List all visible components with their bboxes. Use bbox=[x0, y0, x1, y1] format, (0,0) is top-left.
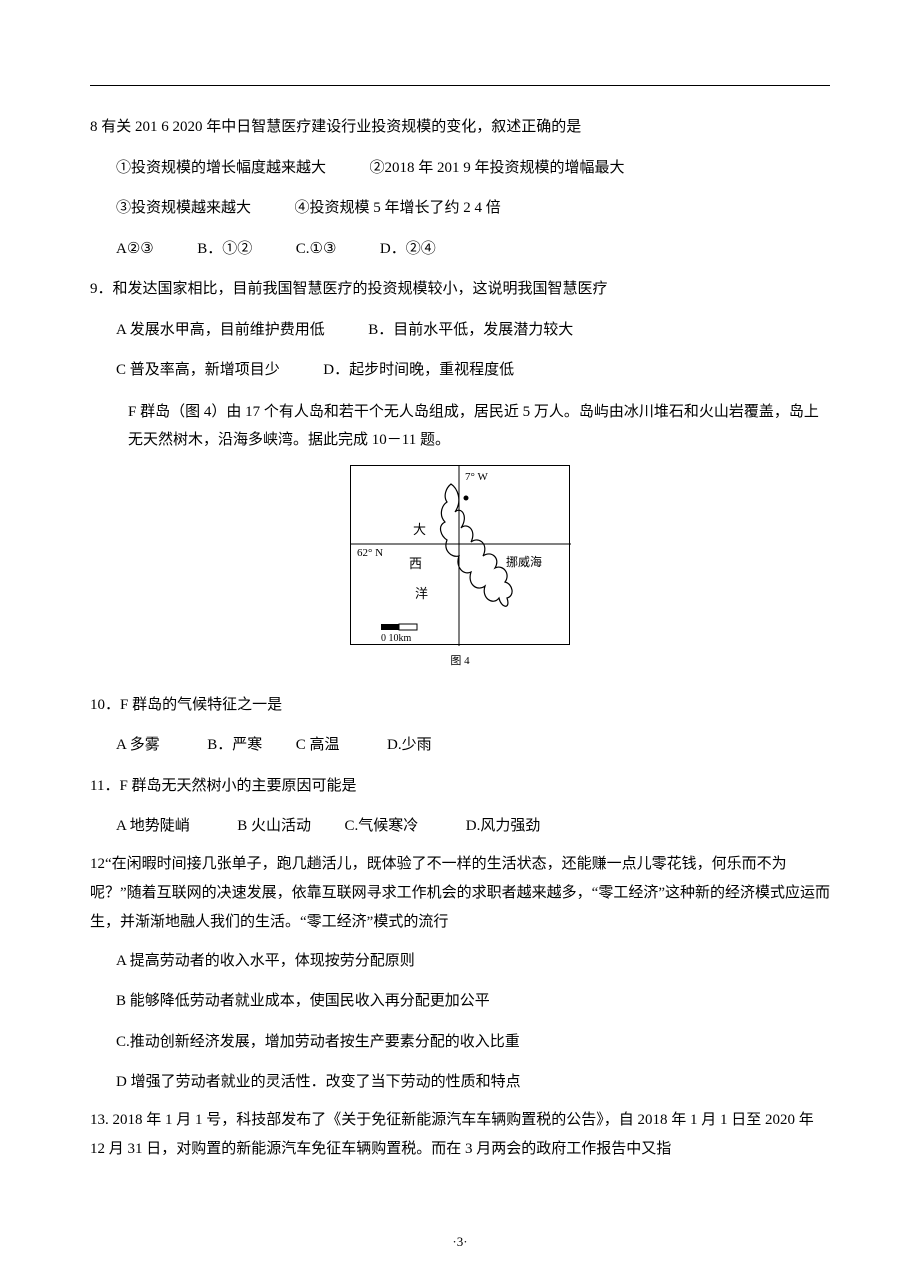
q8-optC: C.①③ bbox=[296, 232, 337, 267]
map-svg: 7° W 62° N 大 西 洋 挪威海 0 10km bbox=[351, 466, 571, 646]
lon-label: 7° W bbox=[465, 471, 488, 483]
q8-optB: B．①② bbox=[197, 232, 252, 267]
q10-stem: 10．F 群岛的气候特征之一是 bbox=[90, 688, 830, 723]
ocean-da: 大 bbox=[413, 522, 426, 537]
header-rule bbox=[90, 85, 830, 86]
q12-stem: 12“在闲暇时间接几张单子，跑几趟活儿，既体验了不一样的生活状态，还能赚一点儿零… bbox=[90, 850, 830, 938]
figure-4-map: 7° W 62° N 大 西 洋 挪威海 0 10km bbox=[350, 465, 570, 645]
sea-label: 挪威海 bbox=[506, 554, 542, 569]
q12-optB: B 能够降低劳动者就业成本，使国民收入再分配更加公平 bbox=[90, 984, 830, 1019]
scale-bar-fill bbox=[381, 624, 399, 630]
q10-optC: C 高温 bbox=[296, 728, 340, 763]
lat-label: 62° N bbox=[357, 547, 383, 559]
ocean-yang: 洋 bbox=[415, 586, 428, 601]
q8-stem: 8 有关 201 6 2020 年中日智慧医疗建设行业投资规模的变化，叙述正确的… bbox=[90, 110, 830, 145]
q8-statements-row2: ③投资规模越来越大 ④投资规模 5 年增长了约 2 4 倍 bbox=[90, 191, 830, 226]
island-outline bbox=[441, 484, 513, 606]
page-number: ·3· bbox=[0, 1234, 920, 1250]
scale-text: 0 10km bbox=[381, 633, 412, 644]
q11-optB: B 火山活动 bbox=[237, 809, 311, 844]
q10-optA: A 多雾 bbox=[116, 728, 160, 763]
q11-stem: 11．F 群岛无天然树小的主要原因可能是 bbox=[90, 769, 830, 804]
q12-optA: A 提高劳动者的收入水平，体现按劳分配原则 bbox=[90, 944, 830, 979]
q11-optC: C.气候寒冷 bbox=[345, 809, 419, 844]
q10-optB: B．严寒 bbox=[207, 728, 262, 763]
q12-optC: C.推动创新经济发展，增加劳动者按生产要素分配的收入比重 bbox=[90, 1025, 830, 1060]
q9-options-row1: A 发展水甲高，目前维护费用低 B．目前水平低，发展潜力较大 bbox=[90, 313, 830, 348]
q11-options: A 地势陡峭 B 火山活动 C.气候寒冷 D.风力强劲 bbox=[90, 809, 830, 844]
q11-optD: D.风力强劲 bbox=[466, 809, 541, 844]
q8-s4: ④投资规模 5 年增长了约 2 4 倍 bbox=[295, 200, 501, 216]
q8-statements-row1: ①投资规模的增长幅度越来越大 ②2018 年 201 9 年投资规模的增幅最大 bbox=[90, 151, 830, 186]
q9-optB: B．目前水平低，发展潜力较大 bbox=[368, 322, 573, 338]
page-content: 8 有关 201 6 2020 年中日智慧医疗建设行业投资规模的变化，叙述正确的… bbox=[90, 85, 830, 1164]
q12-optD: D 增强了劳动者就业的灵活性．改变了当下劳动的性质和特点 bbox=[90, 1065, 830, 1100]
q8-s1: ①投资规模的增长幅度越来越大 bbox=[116, 160, 326, 176]
q8-optD: D．②④ bbox=[380, 232, 436, 267]
q8-options: A②③ B．①② C.①③ D．②④ bbox=[90, 232, 830, 267]
q9-optC: C 普及率高，新增项目少 bbox=[116, 362, 280, 378]
q8-s3: ③投资规模越来越大 bbox=[116, 200, 251, 216]
q10-optD: D.少雨 bbox=[387, 728, 432, 763]
q9-options-row2: C 普及率高，新增项目少 D．起步时间晚，重视程度低 bbox=[90, 353, 830, 388]
ocean-xi: 西 bbox=[409, 556, 422, 571]
figure-4-wrap: 7° W 62° N 大 西 洋 挪威海 0 10km 图 4 bbox=[90, 465, 830, 674]
q8-s2: ②2018 年 201 9 年投资规模的增幅最大 bbox=[370, 160, 625, 176]
q11-optA: A 地势陡峭 bbox=[116, 809, 190, 844]
q8-optA: A②③ bbox=[116, 232, 154, 267]
q9-stem: 9．和发达国家相比，目前我国智慧医疗的投资规模较小，这说明我国智慧医疗 bbox=[90, 272, 830, 307]
q13-stem: 13. 2018 年 1 月 1 号，科技部发布了《关于免征新能源汽车车辆购置税… bbox=[90, 1106, 830, 1165]
q9-optD: D．起步时间晚，重视程度低 bbox=[323, 362, 514, 378]
figure-4-caption: 图 4 bbox=[450, 649, 469, 674]
passage-f-islands: F 群岛（图 4）由 17 个有人岛和若干个无人岛组成，居民近 5 万人。岛屿由… bbox=[90, 398, 830, 455]
map-point bbox=[464, 495, 469, 500]
scale-bar-empty bbox=[399, 624, 417, 630]
q10-options: A 多雾 B．严寒 C 高温 D.少雨 bbox=[90, 728, 830, 763]
q9-optA: A 发展水甲高，目前维护费用低 bbox=[116, 322, 325, 338]
